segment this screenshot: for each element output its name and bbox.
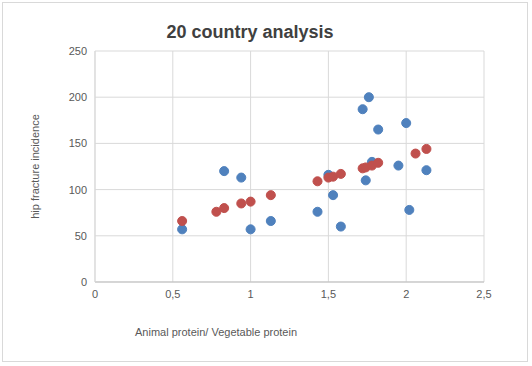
svg-text:1,5: 1,5: [321, 288, 336, 300]
svg-text:250: 250: [69, 45, 87, 57]
svg-text:2,5: 2,5: [476, 288, 491, 300]
svg-text:1: 1: [248, 288, 254, 300]
svg-text:0,5: 0,5: [165, 288, 180, 300]
svg-text:0: 0: [81, 276, 87, 288]
html-text:20 country analysis: 20 country analysis: [166, 22, 334, 42]
svg-text:150: 150: [69, 137, 87, 149]
svg-text:Animal protein/ Vegetable prot: Animal protein/ Vegetable protein: [135, 326, 297, 338]
svg-text:0: 0: [92, 288, 98, 300]
svg-text:100: 100: [69, 184, 87, 196]
svg-text:2: 2: [403, 288, 409, 300]
svg-text:hip fracture incidence: hip fracture incidence: [29, 114, 41, 219]
svg-text:50: 50: [75, 230, 87, 242]
svg-text:200: 200: [69, 91, 87, 103]
